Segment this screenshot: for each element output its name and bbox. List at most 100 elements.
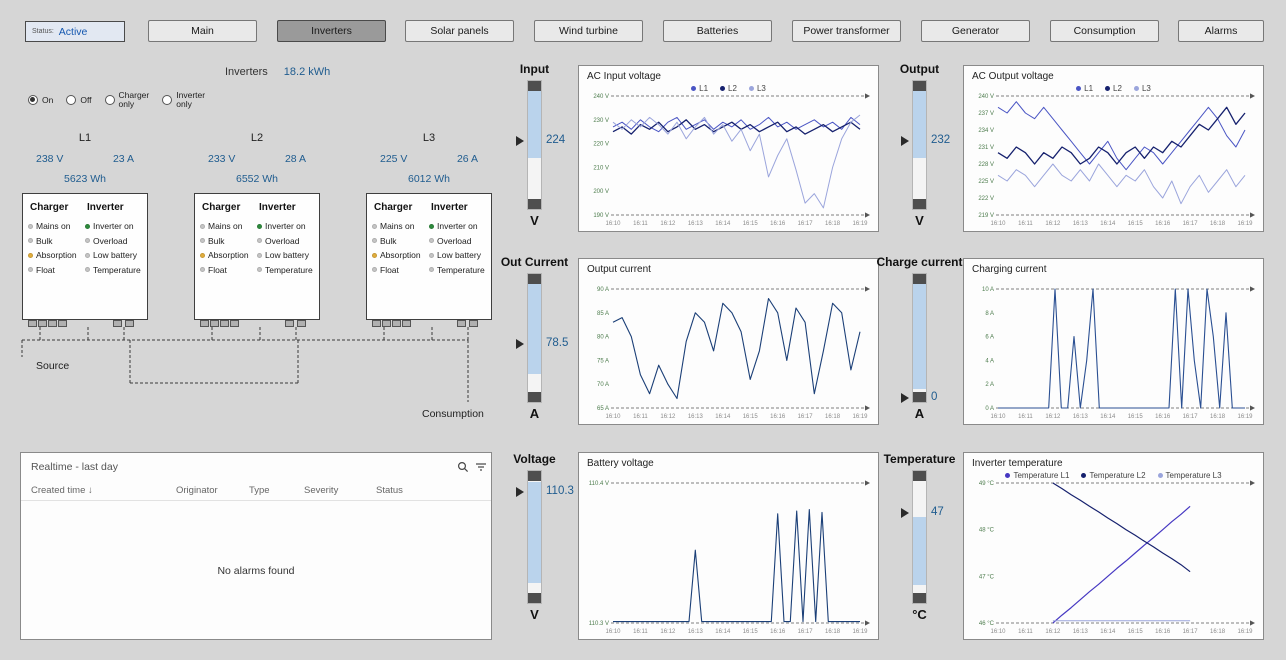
status-item-temperature: Temperature xyxy=(429,263,486,278)
terminal-stub xyxy=(58,320,67,327)
chart-title: AC Input voltage xyxy=(587,71,661,82)
legend-label: L1 xyxy=(699,84,709,93)
status-item-label: Temperature xyxy=(265,264,313,275)
gauge-range-zone xyxy=(528,91,541,158)
gauge-cap-top xyxy=(528,471,541,481)
svg-text:16:15: 16:15 xyxy=(1128,629,1144,635)
chart-legend: Temperature L1 Temperature L2 Temperature … xyxy=(964,471,1263,480)
phase-current: 26 A xyxy=(456,153,478,165)
terminal-stub xyxy=(200,320,209,327)
alarms-column-created-time[interactable]: Created time ↓ xyxy=(31,485,93,496)
status-item-temperature: Temperature xyxy=(257,263,314,278)
gauge-cap-top xyxy=(913,274,926,284)
gauge-voltage: Voltage 110.3 V xyxy=(468,452,602,622)
status-item-overload: Overload xyxy=(429,234,486,249)
gauge-unit: A xyxy=(529,406,540,421)
nav-button-batteries[interactable]: Batteries xyxy=(663,20,772,42)
legend-item-temperature-l1[interactable]: Temperature L1 xyxy=(1005,471,1069,480)
inverters-summary: Inverters 18.2 kWh xyxy=(225,66,330,78)
status-item-label: Inverter on xyxy=(265,221,306,232)
led-bulk-icon xyxy=(372,238,377,244)
legend-label: L2 xyxy=(1113,84,1122,93)
gauge-track: 224 xyxy=(516,80,565,210)
gauge-title: Charge current xyxy=(876,255,963,269)
svg-text:16:19: 16:19 xyxy=(852,629,868,635)
nav-button-solar-panels[interactable]: Solar panels xyxy=(405,20,514,42)
svg-text:16:13: 16:13 xyxy=(1073,414,1089,420)
legend-dot-icon xyxy=(1005,473,1011,478)
status-value: Active xyxy=(58,25,88,38)
svg-text:16:14: 16:14 xyxy=(715,221,731,227)
nav-button-generator[interactable]: Generator xyxy=(921,20,1030,42)
mode-radio-on[interactable]: On xyxy=(28,95,53,105)
svg-text:16:18: 16:18 xyxy=(825,414,841,420)
gauge-value: 110.3 xyxy=(546,485,574,498)
svg-text:16:17: 16:17 xyxy=(1183,629,1199,635)
led-float-icon xyxy=(200,267,205,273)
chart-plot: 49 °C 48 °C 47 °C 46 °C 16:10 16:11 16:12 16:13… xyxy=(966,477,1261,637)
nav-button-alarms[interactable]: Alarms xyxy=(1178,20,1264,42)
phase-energy: 6552 Wh xyxy=(235,173,279,185)
svg-text:16:10: 16:10 xyxy=(605,414,621,420)
phase-voltage: 225 V xyxy=(380,153,408,165)
svg-text:16:13: 16:13 xyxy=(688,629,704,635)
nav-button-inverters[interactable]: Inverters xyxy=(277,20,386,42)
legend-item-l2[interactable]: L2 xyxy=(1105,84,1122,93)
chart-legend: L1 L2 L3 xyxy=(964,84,1263,93)
search-icon[interactable] xyxy=(457,460,469,478)
gauge-unit: °C xyxy=(912,607,927,622)
svg-text:0 A: 0 A xyxy=(985,406,994,412)
svg-text:16:17: 16:17 xyxy=(798,221,814,227)
status-item-mains-on: Mains on xyxy=(28,219,85,234)
legend-label: L3 xyxy=(1141,84,1151,93)
phase-column-l2: L2 233 V 28 A 6552 Wh Charger Inverter Mains o… xyxy=(194,128,320,327)
status-item-label: Low battery xyxy=(93,250,137,261)
alarms-column-originator[interactable]: Originator xyxy=(176,485,218,496)
svg-text:80 A: 80 A xyxy=(597,335,609,341)
chart-title: Charging current xyxy=(972,264,1047,275)
legend-item-temperature-l2[interactable]: Temperature L2 xyxy=(1081,471,1146,480)
filter-icon[interactable] xyxy=(475,460,487,478)
legend-item-l1[interactable]: L1 xyxy=(691,84,708,93)
chart-title: AC Output voltage xyxy=(972,71,1054,82)
legend-item-l3[interactable]: L3 xyxy=(748,84,766,93)
status-item-bulk: Bulk xyxy=(200,234,257,249)
gauge-cap-bottom xyxy=(528,199,541,209)
phases-section: L1 238 V 23 A 5623 Wh Charger Inverter Mains o… xyxy=(22,128,492,338)
svg-text:220 V: 220 V xyxy=(593,142,609,148)
svg-text:8 A: 8 A xyxy=(985,311,994,317)
mode-radio-charger-only[interactable]: Charger only xyxy=(104,91,149,109)
status-item-label: Bulk xyxy=(36,235,53,246)
status-item-absorption: Absorption xyxy=(372,248,429,263)
svg-text:16:16: 16:16 xyxy=(1155,221,1171,227)
legend-item-temperature-l3[interactable]: Temperature L3 xyxy=(1157,471,1222,480)
svg-text:16:15: 16:15 xyxy=(743,221,759,227)
legend-item-l3[interactable]: L3 xyxy=(1133,84,1151,93)
radio-label: Inverter only xyxy=(176,90,206,109)
nav-button-wind-turbine[interactable]: Wind turbine xyxy=(534,20,643,42)
gauge-range-zone xyxy=(528,284,541,374)
terminal-stub xyxy=(28,320,37,327)
svg-text:16:17: 16:17 xyxy=(1183,414,1199,420)
mode-radio-off[interactable]: Off xyxy=(66,94,92,105)
alarms-column-headers: Created time ↓ Originator Type Severity Stat… xyxy=(21,485,491,501)
mode-radio-inverter-only[interactable]: Inverter only xyxy=(162,91,205,109)
alarms-column-type[interactable]: Type xyxy=(249,485,270,496)
nav-button-main[interactable]: Main xyxy=(148,20,257,42)
radio-label: Off xyxy=(80,94,92,105)
svg-text:16:10: 16:10 xyxy=(605,221,621,227)
radio-icon xyxy=(66,95,77,105)
chart-card-ac-output-voltage: AC Output voltage L1 L2 L3 240 V 237 V 234 V 23… xyxy=(963,65,1264,232)
alarms-title: Realtime - last day xyxy=(31,461,118,473)
legend-item-l2[interactable]: L2 xyxy=(720,84,737,93)
gauge-out-current: Out Current 78.5 A xyxy=(468,255,602,421)
legend-dot-icon xyxy=(1081,473,1087,478)
status-item-label: Inverter on xyxy=(93,221,134,232)
nav-button-power-transformer[interactable]: Power transformer xyxy=(792,20,901,42)
alarms-column-status[interactable]: Status xyxy=(376,485,403,496)
legend-item-l1[interactable]: L1 xyxy=(1076,84,1093,93)
svg-text:4 A: 4 A xyxy=(985,358,994,364)
nav-button-consumption[interactable]: Consumption xyxy=(1050,20,1159,42)
svg-text:16:16: 16:16 xyxy=(770,221,786,227)
alarms-column-severity[interactable]: Severity xyxy=(304,485,339,496)
